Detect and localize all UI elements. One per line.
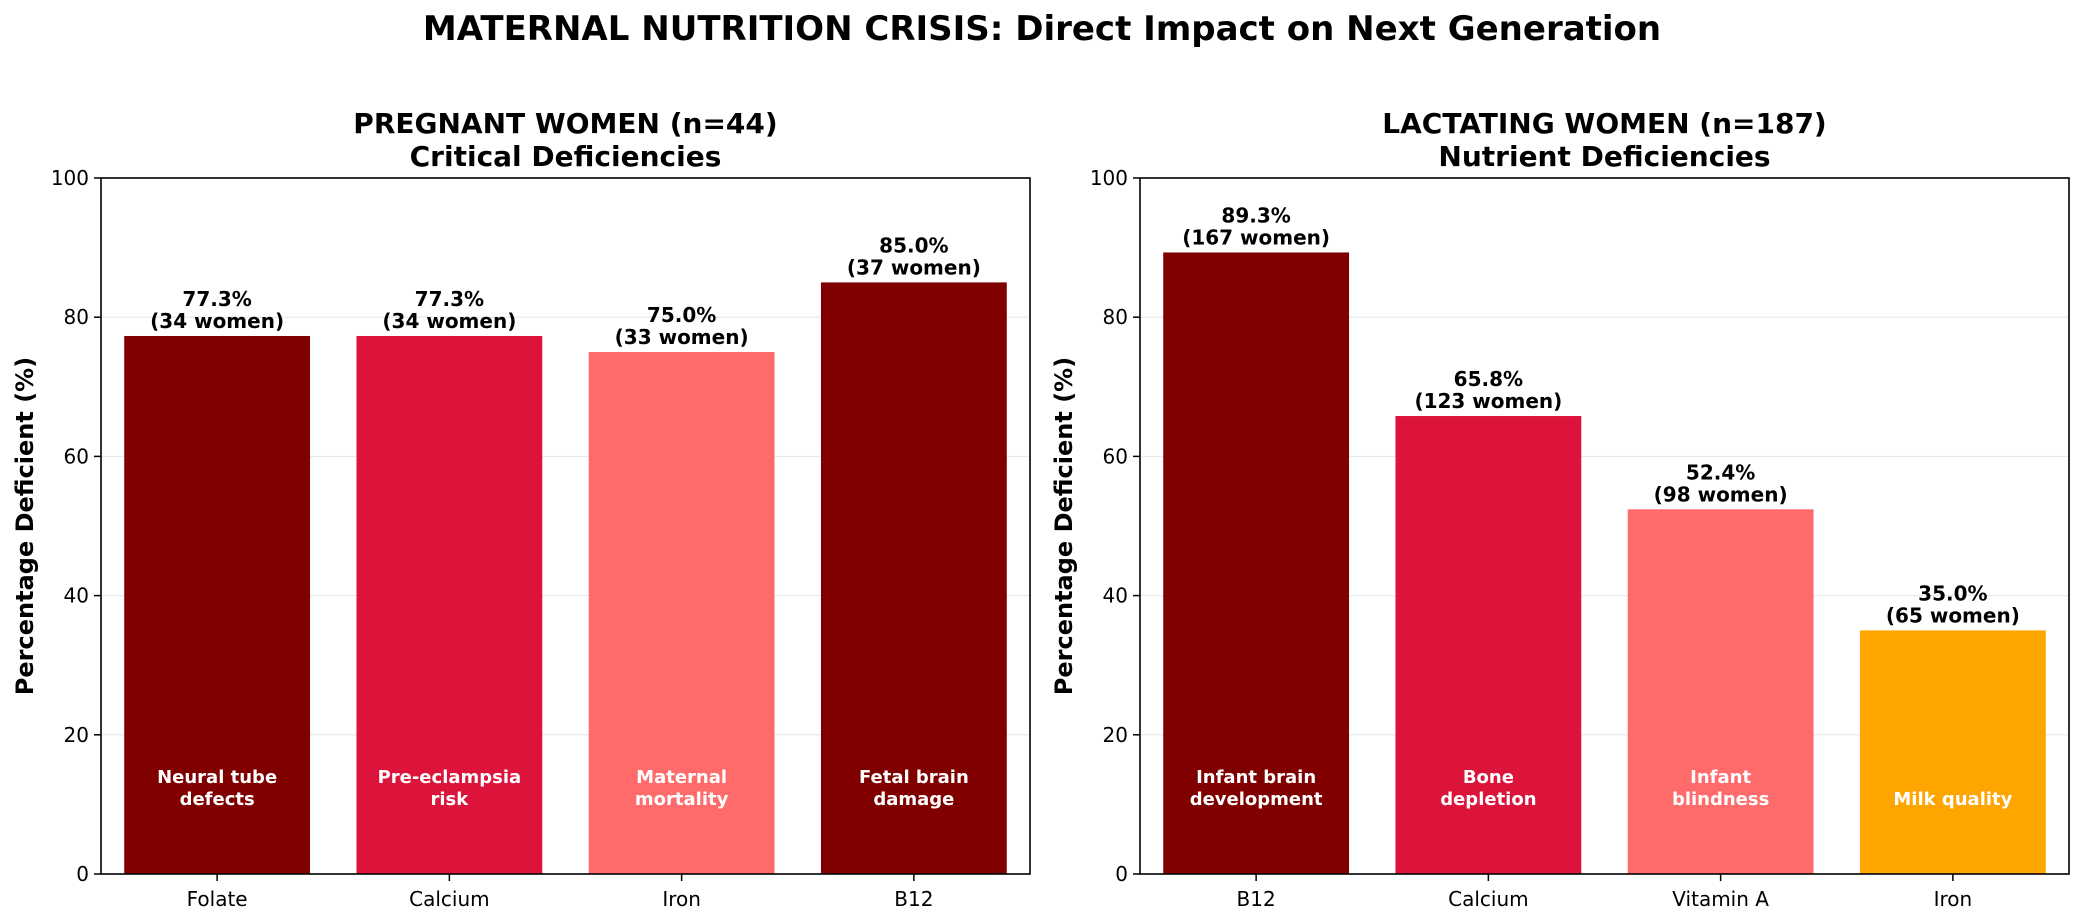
bar-impact-label: blindness [1672, 789, 1769, 810]
bar-b12 [820, 282, 1007, 874]
y-tick-label: 0 [1115, 862, 1128, 886]
bar-impact-label: risk [431, 789, 470, 810]
y-tick-label: 40 [1103, 584, 1128, 608]
bar-count-label: (34 women) [382, 309, 516, 333]
y-tick-label: 20 [64, 723, 89, 747]
bar-count-label: (34 women) [150, 309, 284, 333]
panel-subtitle: Nutrient Deficiencies [1438, 140, 1770, 173]
bar-count-label: (123 women) [1414, 389, 1562, 413]
figure-title: MATERNAL NUTRITION CRISIS: Direct Impact… [423, 9, 1661, 49]
x-tick-label: Iron [662, 887, 701, 911]
bar-impact-label: defects [180, 789, 255, 810]
axes-frame [1139, 177, 2070, 875]
bar-iron [1859, 630, 2046, 874]
x-tick-label: Folate [187, 887, 248, 911]
bar-count-label: (33 women) [615, 325, 749, 349]
bar-value-label: 35.0% [1918, 581, 1987, 605]
x-tick-label: Calcium [1448, 887, 1529, 911]
y-tick-label: 80 [1103, 305, 1128, 329]
bar-value-label: 89.3% [1221, 203, 1290, 227]
bar-value-label: 52.4% [1686, 460, 1755, 484]
bar-iron [588, 352, 775, 874]
bar-b12 [1163, 252, 1350, 875]
y-tick-label: 60 [64, 444, 89, 468]
bar-impact-label: Maternal [636, 767, 727, 788]
y-tick-label: 80 [64, 305, 89, 329]
bar-calcium [356, 335, 543, 874]
y-axis-label: Percentage Deficient (%) [11, 357, 39, 695]
bar-count-label: (37 women) [847, 255, 981, 279]
y-tick-label: 20 [1103, 723, 1128, 747]
bar-impact-label: Pre-eclampsia [378, 767, 522, 788]
bar-vitamin-a [1627, 509, 1814, 874]
bar-count-label: (98 women) [1654, 482, 1788, 506]
bar-value-label: 77.3% [415, 287, 484, 311]
bar-impact-label: Milk quality [1893, 789, 2012, 810]
bar-value-label: 75.0% [647, 303, 716, 327]
y-tick-label: 0 [76, 862, 89, 886]
bar-impact-label: Fetal brain [859, 767, 969, 788]
bar-impact-label: mortality [635, 789, 729, 810]
bar-impact-label: development [1190, 789, 1323, 810]
bar-impact-label: Infant brain [1196, 767, 1316, 788]
y-tick-label: 60 [1103, 444, 1128, 468]
axes-frame [100, 177, 1031, 875]
y-axis-label: Percentage Deficient (%) [1050, 357, 1078, 695]
y-tick-label: 40 [64, 584, 89, 608]
x-tick-label: Vitamin A [1672, 887, 1769, 911]
chart-panel-1: 77.3%(34 women)Neural tubedefectsFolate7… [11, 107, 1031, 911]
bar-value-label: 85.0% [879, 233, 948, 257]
x-tick-label: B12 [894, 887, 933, 911]
bar-count-label: (65 women) [1886, 603, 2020, 627]
bar-calcium [1395, 416, 1582, 874]
bar-folate [124, 335, 311, 874]
bar-impact-label: Infant [1690, 767, 1751, 788]
panel-subtitle: Critical Deficiencies [410, 140, 722, 173]
y-tick-label: 100 [51, 166, 89, 190]
bar-impact-label: Bone [1463, 767, 1514, 788]
bar-impact-label: depletion [1440, 789, 1536, 810]
bar-impact-label: Neural tube [157, 767, 277, 788]
x-tick-label: Calcium [409, 887, 490, 911]
panel-title: PREGNANT WOMEN (n=44) [353, 107, 777, 140]
y-tick-label: 100 [1090, 166, 1128, 190]
bar-impact-label: damage [873, 789, 954, 810]
panel-title: LACTATING WOMEN (n=187) [1382, 107, 1826, 140]
bar-value-label: 65.8% [1454, 367, 1523, 391]
x-tick-label: Iron [1934, 887, 1973, 911]
bar-count-label: (167 women) [1182, 225, 1330, 249]
x-tick-label: B12 [1237, 887, 1276, 911]
bar-value-label: 77.3% [182, 287, 251, 311]
